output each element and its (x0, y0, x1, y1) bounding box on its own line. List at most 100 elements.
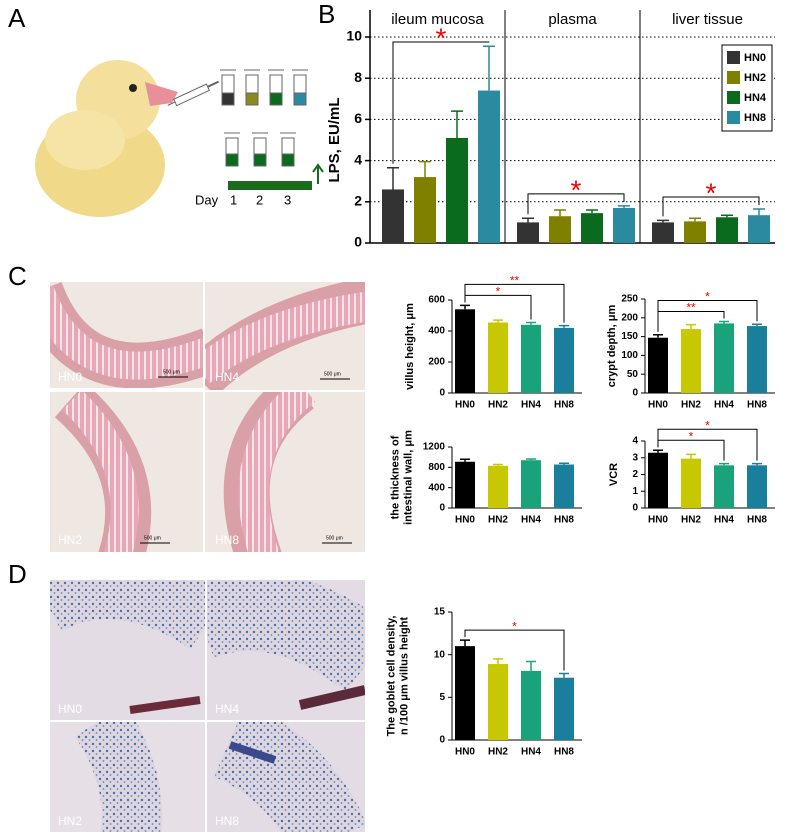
y-tick-label: 3 (632, 452, 638, 463)
bar (613, 207, 635, 243)
image-label: HN0 (58, 702, 82, 716)
y-tick-label: 250 (621, 294, 638, 305)
error-bar (483, 45, 495, 91)
y-tick-label: 100 (621, 350, 638, 361)
bar (648, 452, 668, 508)
error-bar (719, 320, 729, 324)
y-tick-label: 0 (439, 735, 445, 746)
error-bar (657, 219, 669, 223)
x-tick-label: HN4 (714, 515, 734, 526)
bracket (657, 300, 758, 332)
error-bar (689, 217, 701, 222)
significance: * (705, 418, 710, 432)
x-tick-label: HN0 (648, 515, 668, 526)
y-axis-label: LPS, EU/mL (326, 97, 343, 182)
x-tick-label: HN8 (747, 400, 767, 411)
timeline (228, 181, 312, 190)
scale-label: 500 μm (326, 535, 343, 541)
y-axis-label: n /100 μm villus height (398, 617, 410, 735)
bar (581, 213, 603, 243)
error-bar (752, 462, 762, 466)
error-bar (493, 463, 503, 466)
legend-swatch (727, 51, 740, 64)
duckling (35, 60, 178, 217)
legend-swatch (727, 111, 740, 124)
day: 3 (284, 192, 291, 207)
error-bar (559, 324, 569, 328)
panel-label: C (8, 261, 27, 291)
micrograph (207, 722, 365, 832)
image-label: HN0 (58, 370, 82, 384)
bar (488, 322, 508, 393)
y-tick-label: 600 (428, 295, 445, 306)
bar (521, 324, 541, 393)
bracket (527, 193, 625, 215)
bar (455, 309, 475, 393)
bar (521, 460, 541, 508)
y-tick-label: 800 (428, 462, 445, 473)
bar (554, 677, 574, 740)
subplot-title: liver tissue (672, 11, 743, 28)
error-bar (719, 462, 729, 466)
day: 1 (230, 192, 237, 207)
error-bar (387, 167, 399, 190)
bar (414, 177, 436, 243)
legend-label: HN2 (744, 72, 766, 84)
bar (488, 664, 508, 740)
significance: * (436, 22, 447, 53)
x-tick-label: HN2 (681, 400, 701, 411)
image-label: HN4 (215, 702, 239, 716)
significance: * (689, 429, 694, 443)
panel-label: D (8, 559, 27, 589)
significance: ** (686, 301, 696, 315)
bar (455, 646, 475, 740)
micrograph (207, 580, 365, 720)
syringes (220, 69, 308, 167)
error-bar (721, 214, 733, 218)
y-tick-label: 200 (428, 357, 445, 368)
y-tick-label: 10 (434, 649, 446, 660)
significance: * (496, 285, 501, 299)
scale-label: 500 μm (144, 535, 161, 541)
image-label: HN2 (58, 814, 82, 828)
x-tick-label: HN2 (488, 747, 508, 758)
error-bar (493, 658, 503, 665)
image-label: HN4 (215, 370, 239, 384)
image-label: HN8 (215, 814, 239, 828)
error-bar (559, 672, 569, 678)
y-axis-label: the thickness of (389, 435, 401, 519)
scale-label: 500 μm (163, 369, 180, 375)
x-tick-label: HN2 (488, 515, 508, 526)
y-tick-label: 400 (428, 326, 445, 337)
y-axis-label: VCR (608, 463, 620, 486)
y-tick-label: 1200 (423, 442, 446, 453)
bar (748, 215, 770, 243)
bar (648, 337, 668, 393)
bar (446, 137, 468, 243)
x-tick-label: HN8 (747, 515, 767, 526)
y-tick-label: 2 (632, 469, 638, 480)
bar (681, 458, 701, 508)
y-tick-label: 50 (627, 369, 639, 380)
error-bar (526, 321, 536, 325)
significance: * (571, 174, 582, 205)
bar (521, 670, 541, 740)
bar (549, 216, 571, 243)
error-bar (653, 333, 663, 338)
x-tick-label: HN0 (455, 747, 475, 758)
y-axis-label: intestinal wall, μm (402, 430, 414, 525)
y-tick-label: 0 (439, 503, 445, 514)
panel-label: A (8, 3, 26, 33)
error-bar (554, 209, 566, 217)
legend-label: HN0 (744, 52, 766, 64)
y-tick-label: 0 (632, 388, 638, 399)
y-tick-label: 0 (439, 388, 445, 399)
significance: * (512, 619, 517, 633)
error-bar (460, 639, 470, 647)
error-bar (526, 458, 536, 461)
y-tick-label: 8 (354, 69, 362, 85)
x-tick-label: HN4 (714, 400, 734, 411)
bracket (657, 428, 758, 461)
error-bar (686, 453, 696, 459)
x-tick-label: HN2 (681, 515, 701, 526)
